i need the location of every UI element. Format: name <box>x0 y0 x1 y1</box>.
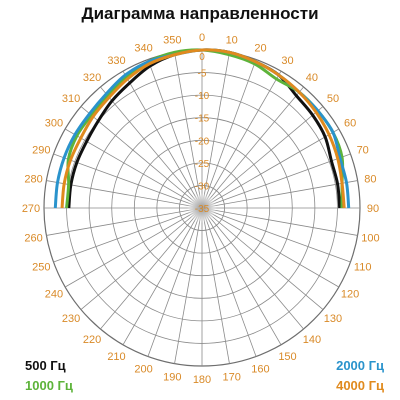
angle-tick-label: 0 <box>199 32 205 44</box>
grid-spoke <box>64 207 203 288</box>
grid-spoke <box>64 128 203 209</box>
legend-2000-hz: 2000 Гц <box>336 358 384 373</box>
grid-spoke <box>201 207 282 346</box>
angle-tick-label: 160 <box>251 364 269 376</box>
grid-spoke <box>46 207 203 236</box>
angle-tick-label: 260 <box>24 233 42 245</box>
angle-tick-label: 240 <box>45 289 63 301</box>
angle-tick-label: 310 <box>62 93 80 105</box>
grid-spoke <box>201 86 304 209</box>
radial-tick-label: -15 <box>195 114 210 125</box>
legend-1000-hz: 1000 Гц <box>25 378 73 393</box>
grid-spoke <box>53 153 203 209</box>
angle-tick-label: 20 <box>254 42 266 54</box>
angle-tick-label: 190 <box>163 371 181 383</box>
angle-tick-label: 320 <box>83 72 101 84</box>
angle-tick-label: 330 <box>107 55 125 67</box>
angle-tick-label: 110 <box>354 261 372 273</box>
grid-spoke <box>147 207 203 357</box>
radial-tick-label: -25 <box>195 159 210 170</box>
angle-tick-label: 100 <box>361 233 379 245</box>
grid-spoke <box>201 207 351 263</box>
angle-tick-label: 60 <box>344 118 356 130</box>
angle-tick-label: 210 <box>107 351 125 363</box>
angle-tick-label: 40 <box>306 72 318 84</box>
grid-spoke <box>201 128 340 209</box>
grid-spoke <box>201 59 257 209</box>
angle-tick-label: 120 <box>341 289 359 301</box>
grid-spoke <box>201 207 304 330</box>
grid-spoke <box>174 207 203 364</box>
angle-tick-label: 90 <box>367 203 379 215</box>
angle-tick-label: 150 <box>278 351 296 363</box>
angle-tick-label: 30 <box>281 55 293 67</box>
center-hub <box>187 193 217 223</box>
grid-spoke <box>201 106 324 209</box>
grid-spoke <box>100 86 203 209</box>
grid-spoke <box>201 70 282 209</box>
grid-spoke <box>201 207 358 236</box>
grid-spoke <box>46 180 203 209</box>
angle-tick-label: 50 <box>327 93 339 105</box>
legend-500-hz: 500 Гц <box>25 358 66 373</box>
chart-title: Диаграмма направленности <box>81 4 319 23</box>
radial-tick-label: -10 <box>195 91 210 102</box>
grid-spoke <box>53 207 203 263</box>
angle-tick-label: 250 <box>32 261 50 273</box>
angle-tick-label: 230 <box>62 313 80 325</box>
radial-tick-label: -20 <box>195 136 210 147</box>
grid-spoke <box>201 153 351 209</box>
grid-spoke <box>201 52 230 209</box>
radial-tick-label: -30 <box>195 181 210 192</box>
grid-spoke <box>80 106 203 209</box>
angle-tick-label: 70 <box>357 145 369 157</box>
angle-tick-label: 180 <box>193 374 211 386</box>
angle-tick-label: 140 <box>303 334 321 346</box>
grid-spoke <box>80 207 203 310</box>
grid-spoke <box>201 180 358 209</box>
grid-spoke <box>201 207 230 364</box>
angle-tick-label: 170 <box>223 371 241 383</box>
angle-tick-label: 340 <box>134 42 152 54</box>
radial-tick-label: 0 <box>199 52 205 63</box>
series-layer <box>53 48 351 209</box>
angle-tick-label: 10 <box>226 35 238 47</box>
angle-tick-label: 130 <box>324 313 342 325</box>
grid-spoke <box>201 207 324 310</box>
grid-spoke <box>100 207 203 330</box>
radial-tick-label: -35 <box>195 204 210 215</box>
angle-tick-label: 300 <box>45 118 63 130</box>
angle-tick-label: 350 <box>163 35 181 47</box>
angle-tick-label: 280 <box>24 173 42 185</box>
grid-spoke <box>201 207 257 357</box>
grid-spoke <box>122 70 203 209</box>
grid-spoke <box>201 207 340 288</box>
angle-tick-label: 80 <box>364 173 376 185</box>
grid-spoke <box>174 52 203 209</box>
angle-tick-label: 220 <box>83 334 101 346</box>
angle-tick-label: 290 <box>32 145 50 157</box>
angle-tick-label: 200 <box>134 364 152 376</box>
legend-4000-hz: 4000 Гц <box>336 378 384 393</box>
grid-spoke <box>147 59 203 209</box>
angle-tick-label: 270 <box>22 203 40 215</box>
series-line-4000-hz <box>60 48 346 209</box>
radial-tick-label: -5 <box>198 69 207 80</box>
grid-spoke <box>122 207 203 346</box>
